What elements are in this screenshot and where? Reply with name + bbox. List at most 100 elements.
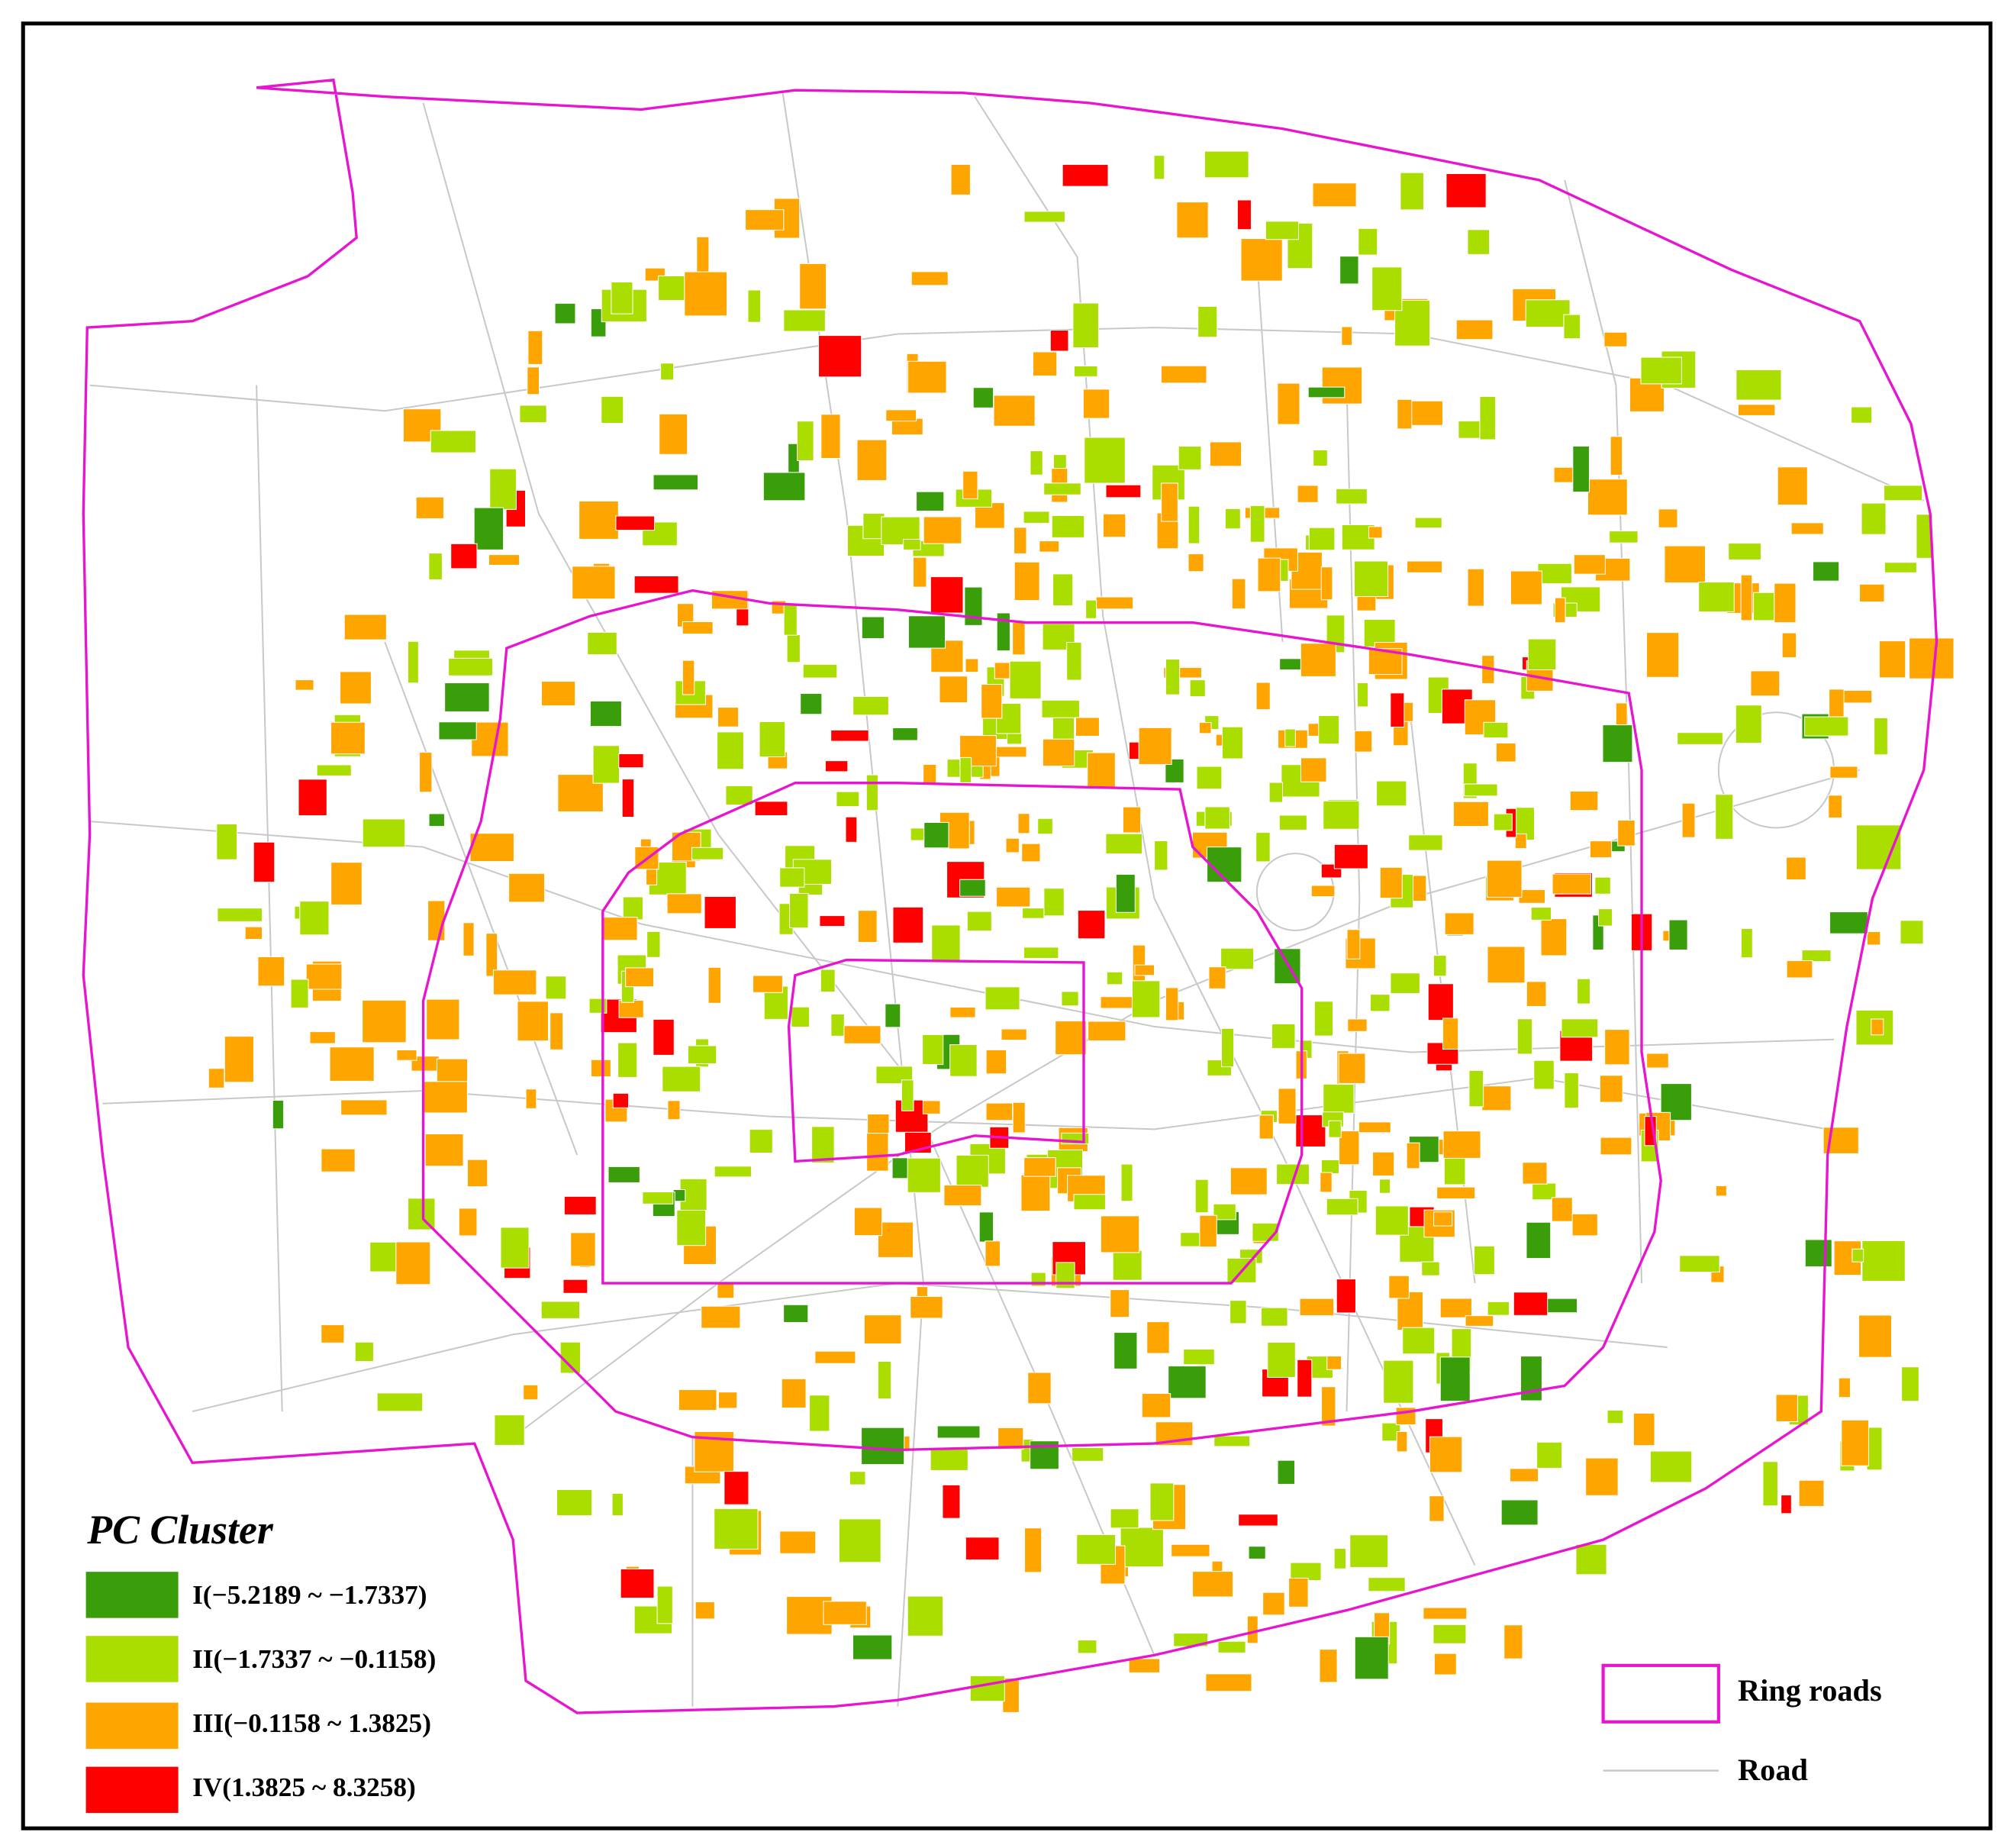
land-block [1131,980,1161,1018]
land-block [602,917,638,941]
land-block [1138,727,1172,765]
land-block [1537,563,1572,585]
land-block [956,1154,989,1188]
land-block [861,1427,905,1466]
land-block [1012,1101,1026,1134]
land-block [1526,981,1547,1007]
land-block [1196,766,1223,790]
land-block [1249,505,1265,543]
land-block [1603,331,1628,347]
land-block [836,791,860,808]
land-block [1552,873,1591,895]
land-block [714,1508,759,1550]
land-block [891,1157,909,1179]
land-block [682,621,714,635]
land-block [419,752,433,793]
land-block [981,684,1003,719]
land-block [508,872,546,903]
land-block [1390,972,1420,995]
land-block [1510,570,1542,605]
land-block [407,640,419,684]
cluster-legend: PC Cluster I(−5.2189 ~ −1.7337) II(−1.73… [85,1507,436,1814]
land-block [907,615,946,649]
land-block [1023,211,1065,223]
land-block [1313,1001,1333,1037]
land-block [396,1049,417,1061]
land-block [1396,1431,1408,1453]
land-block [1664,545,1706,583]
land-block [1277,382,1300,425]
land-block [1176,202,1209,239]
land-block [1204,150,1249,179]
land-block [1154,840,1168,871]
land-block [1072,1446,1104,1462]
land-block [1189,679,1206,698]
land-block [1599,1075,1623,1103]
land-block [1115,873,1136,913]
land-block [1513,1292,1549,1316]
land-block [1681,802,1696,838]
land-block [786,634,801,663]
land-block [714,1166,753,1178]
land-block [316,764,352,776]
land-block [916,491,945,512]
land-block [1465,1315,1494,1327]
land-block [1503,1624,1523,1659]
land-block [1649,1450,1693,1483]
land-block [589,700,622,727]
land-block [1002,1678,1020,1713]
land-block [749,1129,773,1154]
land-block [1257,557,1281,592]
land-block [1658,508,1678,528]
land-block [701,1305,741,1329]
land-block [299,901,330,936]
land-block [843,1025,881,1044]
land-block [1153,155,1165,180]
block-layer [208,150,1955,1713]
land-block [1397,398,1413,430]
land-block [1041,699,1080,718]
land-block [1607,1409,1624,1424]
land-block [1110,1289,1130,1318]
land-block [1288,1577,1309,1608]
land-block [1698,582,1735,613]
land-block [653,1018,675,1056]
land-block [1066,641,1082,681]
land-block [1297,485,1319,503]
land-block [779,867,805,888]
land-block [1318,715,1340,745]
land-block [1268,782,1284,803]
land-block [1188,553,1204,572]
land-block [216,823,237,860]
land-block [1609,531,1639,543]
land-block [540,1301,581,1319]
land-block [1884,485,1923,502]
land-block [959,879,986,897]
land-block [1427,983,1454,1021]
land-block [428,813,445,827]
land-block [523,1384,539,1401]
land-block [656,1585,673,1624]
land-block [559,1341,581,1374]
land-block [1310,885,1336,898]
land-block [1077,910,1106,940]
land-block [1737,404,1776,416]
land-block [1786,960,1813,979]
land-block [1564,1072,1579,1109]
land-block [290,979,309,1008]
land-block [1165,987,1179,1021]
land-block [1368,1577,1406,1592]
land-block [1198,721,1212,734]
land-block [1128,1658,1161,1673]
land-block [1429,1495,1445,1522]
land-block [1467,568,1484,607]
land-block [877,1360,892,1400]
land-block [458,1208,478,1237]
land-block [1585,1457,1619,1496]
land-block [1238,1514,1278,1527]
land-block [759,721,786,758]
land-block [1326,1198,1358,1216]
land-block [1037,818,1053,835]
land-block [877,1221,914,1258]
